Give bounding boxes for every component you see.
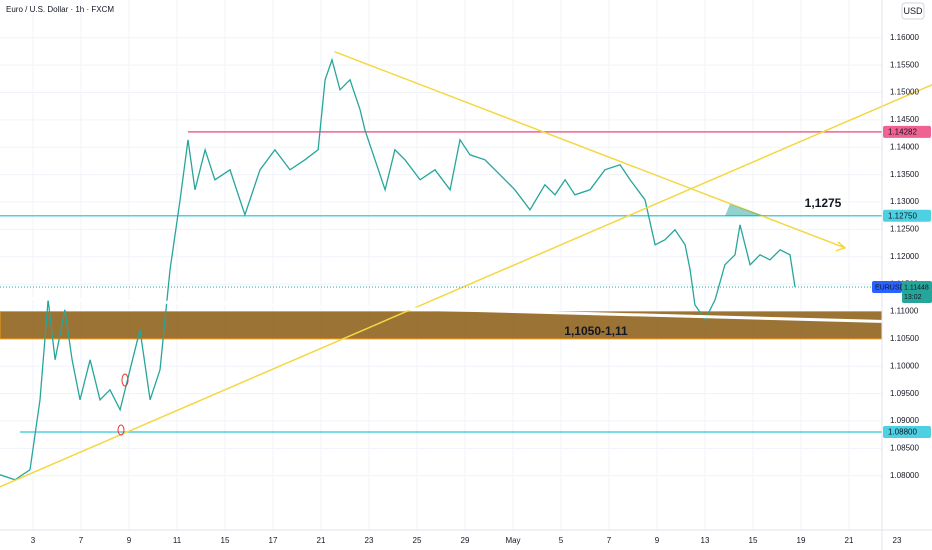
x-tick-label: 29 [461, 536, 470, 545]
zone-label: 1,1050-1,11 [564, 324, 628, 338]
x-tick-label: 23 [893, 536, 902, 545]
y-tick-label: 1.13500 [890, 170, 919, 179]
x-tick-label: May [505, 536, 520, 545]
x-tick-label: 7 [79, 536, 84, 545]
currency-box[interactable] [901, 2, 925, 20]
x-tick-label: 15 [749, 536, 758, 545]
symbol-tag-label: EURUSD [875, 284, 905, 291]
plot-area [0, 0, 932, 530]
y-tick-label: 1.11000 [890, 307, 919, 316]
x-tick-label: 11 [173, 536, 182, 545]
marker-circle [117, 424, 125, 436]
x-tick-label: 5 [559, 536, 564, 545]
level-tag [883, 125, 931, 138]
trendline [0, 296, 932, 325]
price-tag-label: 1.11448 [904, 284, 929, 291]
trend-arrowhead [835, 241, 847, 252]
y-tick-label: 1.10000 [890, 361, 919, 370]
x-tick-label: 9 [127, 536, 132, 545]
level-tag [883, 425, 931, 438]
y-tick-label: 1.08000 [890, 471, 919, 480]
x-tick-label: 25 [413, 536, 422, 545]
price-tag [902, 281, 932, 304]
x-tick-label: 13 [701, 536, 710, 545]
y-tick-label: 1.09500 [890, 389, 919, 398]
y-tick-label: 1.16000 [890, 33, 919, 42]
y-tick-label: 1.12500 [890, 225, 919, 234]
level-tag-label: 1.14282 [888, 127, 917, 136]
chart-title: Euro / U.S. Dollar · 1h · FXCM [6, 5, 114, 14]
y-tick-label: 1.14500 [890, 115, 919, 124]
trendline [0, 84, 932, 488]
y-tick-label: 1.08500 [890, 444, 919, 453]
y-tick-label: 1.14000 [890, 142, 919, 151]
currency: USD [903, 6, 923, 16]
y-tick-label: 1.15500 [890, 60, 919, 69]
x-tick-label: 15 [221, 536, 230, 545]
x-tick-label: 7 [607, 536, 612, 545]
symbol-tag [872, 281, 902, 294]
y-tick-label: 1.13000 [890, 197, 919, 206]
marker-circle [121, 373, 129, 387]
triangle-marker [725, 204, 765, 216]
x-tick-label: 9 [655, 536, 660, 545]
price-line [0, 57, 796, 481]
y-tick-label: 1.15000 [890, 88, 919, 97]
level-tag-label: 1.12750 [888, 211, 917, 220]
x-tick-label: 23 [365, 536, 374, 545]
level-tag-label: 1.08800 [888, 428, 917, 437]
x-tick-label: 21 [317, 536, 326, 545]
y-tick-label: 1.10500 [890, 334, 919, 343]
level-tag [883, 209, 931, 222]
y-tick-label: 1.12000 [890, 252, 919, 261]
x-tick-label: 19 [797, 536, 806, 545]
y-tick-label: 1.09000 [890, 416, 919, 425]
countdown-label: 13:02 [904, 294, 922, 301]
x-tick-label: 3 [31, 536, 36, 545]
x-tick-label: 21 [845, 536, 854, 545]
x-tick-label: 17 [269, 536, 278, 545]
annotation: 1,1275 [805, 196, 842, 210]
support-zone [0, 311, 883, 340]
